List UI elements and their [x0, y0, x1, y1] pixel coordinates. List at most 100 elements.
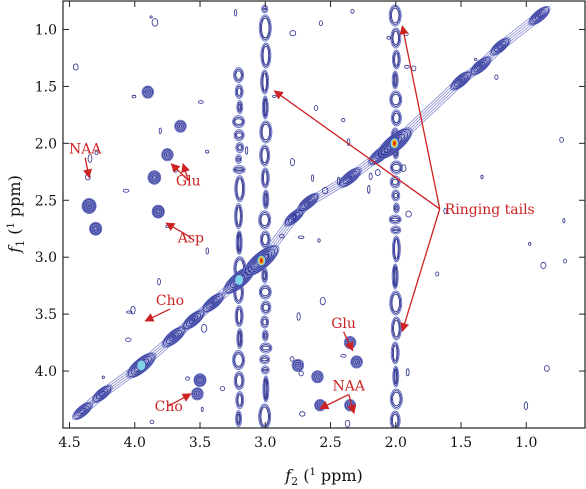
- contour-line: [243, 244, 280, 277]
- ringing-contour: [391, 413, 399, 428]
- ringing-contour: [236, 231, 242, 254]
- y-axis-title-var: f: [5, 244, 24, 254]
- contour-line: [202, 293, 224, 312]
- contour-line: [491, 38, 510, 55]
- contour-line: [93, 385, 112, 402]
- contour-line: [89, 222, 102, 235]
- ringing-contour: [262, 269, 268, 282]
- ringing-contour: [236, 328, 244, 350]
- contour-line: [250, 251, 273, 271]
- ringing-contour: [259, 120, 273, 144]
- noise-contour: [72, 63, 79, 71]
- ringing-contour: [390, 7, 400, 24]
- ringing-contour: [261, 329, 269, 342]
- diagonal-peak: [489, 37, 511, 56]
- contour-line: [178, 123, 183, 129]
- contour-line: [80, 409, 85, 413]
- noise-contour: [344, 419, 351, 428]
- contour-line: [161, 148, 174, 162]
- ridge-line: [141, 336, 175, 366]
- contour-line: [380, 131, 409, 156]
- ringing-contour: [234, 175, 246, 203]
- contour-line: [83, 199, 95, 213]
- ridge-line: [193, 302, 214, 321]
- ringing-contour: [235, 374, 243, 387]
- ringing-contour: [259, 16, 271, 40]
- contour-line: [211, 301, 215, 305]
- ringing-contour: [393, 237, 400, 261]
- ringing-contour: [263, 377, 269, 401]
- ringing-contour: [260, 344, 272, 352]
- contour-line: [74, 404, 91, 418]
- contour-line: [100, 392, 105, 396]
- contour-line: [95, 388, 109, 400]
- contour-line: [161, 325, 187, 348]
- x-tick-label: 4.0: [124, 435, 146, 451]
- ringing-contour: [261, 287, 270, 297]
- noise-contour: [101, 375, 105, 379]
- contour-line: [148, 171, 161, 184]
- ringing-contour: [233, 116, 244, 127]
- x-axis-title-sup: 1: [309, 467, 315, 478]
- contour-line: [338, 167, 362, 188]
- ringing-contour: [264, 98, 267, 117]
- ringing-contour: [392, 202, 400, 214]
- noise-contour: [559, 136, 564, 143]
- contour-line: [382, 132, 407, 155]
- noise-contour: [289, 157, 295, 167]
- noise-contour: [340, 353, 347, 358]
- ringing-contour: [235, 391, 245, 410]
- diagonal-peak: [223, 265, 256, 295]
- diagonal-peak: [72, 401, 94, 421]
- contour-line: [141, 85, 155, 99]
- ringing-contour: [391, 227, 401, 233]
- ringing-contour: [234, 168, 244, 171]
- annotation: Glu: [331, 316, 356, 352]
- ringing-contour: [260, 300, 272, 315]
- ringing-contour: [394, 238, 399, 260]
- diagonal-peak: [243, 244, 280, 277]
- contour-line: [90, 223, 101, 234]
- annotation: Ringing tails: [273, 25, 535, 333]
- y-axis-title: f1 (1 ppm): [5, 175, 27, 254]
- cross-peak: [291, 358, 305, 372]
- ringing-contour: [389, 90, 403, 109]
- ringing-contour: [260, 167, 270, 189]
- contour-line: [195, 375, 205, 386]
- noise-contour: [313, 105, 319, 111]
- contour-line: [299, 195, 317, 211]
- ringing-contour: [263, 170, 268, 186]
- ringing-contour: [390, 341, 400, 365]
- ringing-contour: [236, 308, 242, 324]
- contour-line: [144, 88, 152, 96]
- contour-line: [185, 313, 202, 327]
- ringing-contour: [234, 118, 243, 125]
- ringing-contour: [233, 371, 245, 391]
- contour-line: [195, 391, 200, 397]
- noise-contour: [289, 30, 297, 37]
- ridge-line: [349, 154, 381, 178]
- annotation: Asp: [165, 222, 204, 246]
- ringing-contour: [261, 147, 268, 164]
- ringing-contour: [261, 367, 269, 373]
- cross-peak: [193, 373, 207, 388]
- ringing-contour: [238, 103, 242, 111]
- ringing-contour: [234, 353, 243, 367]
- contour-line: [244, 246, 278, 276]
- ringing-contour: [234, 305, 244, 328]
- noise-contour: [296, 312, 301, 321]
- ringing-contour: [262, 375, 270, 403]
- ringing-contour: [258, 284, 272, 300]
- noise-contour: [528, 241, 532, 246]
- contour-line: [92, 225, 99, 232]
- noise-contour: [87, 154, 93, 163]
- ringing-contour: [264, 192, 268, 207]
- noise-contour: [473, 57, 478, 61]
- contour-line: [201, 292, 225, 314]
- contour-line: [348, 403, 352, 407]
- annotation-arrow: [83, 157, 92, 179]
- y-axis-title-unit: ppm): [5, 175, 24, 222]
- noise-contour: [386, 36, 391, 40]
- ringing-contour: [389, 216, 401, 223]
- contour-line: [208, 298, 218, 307]
